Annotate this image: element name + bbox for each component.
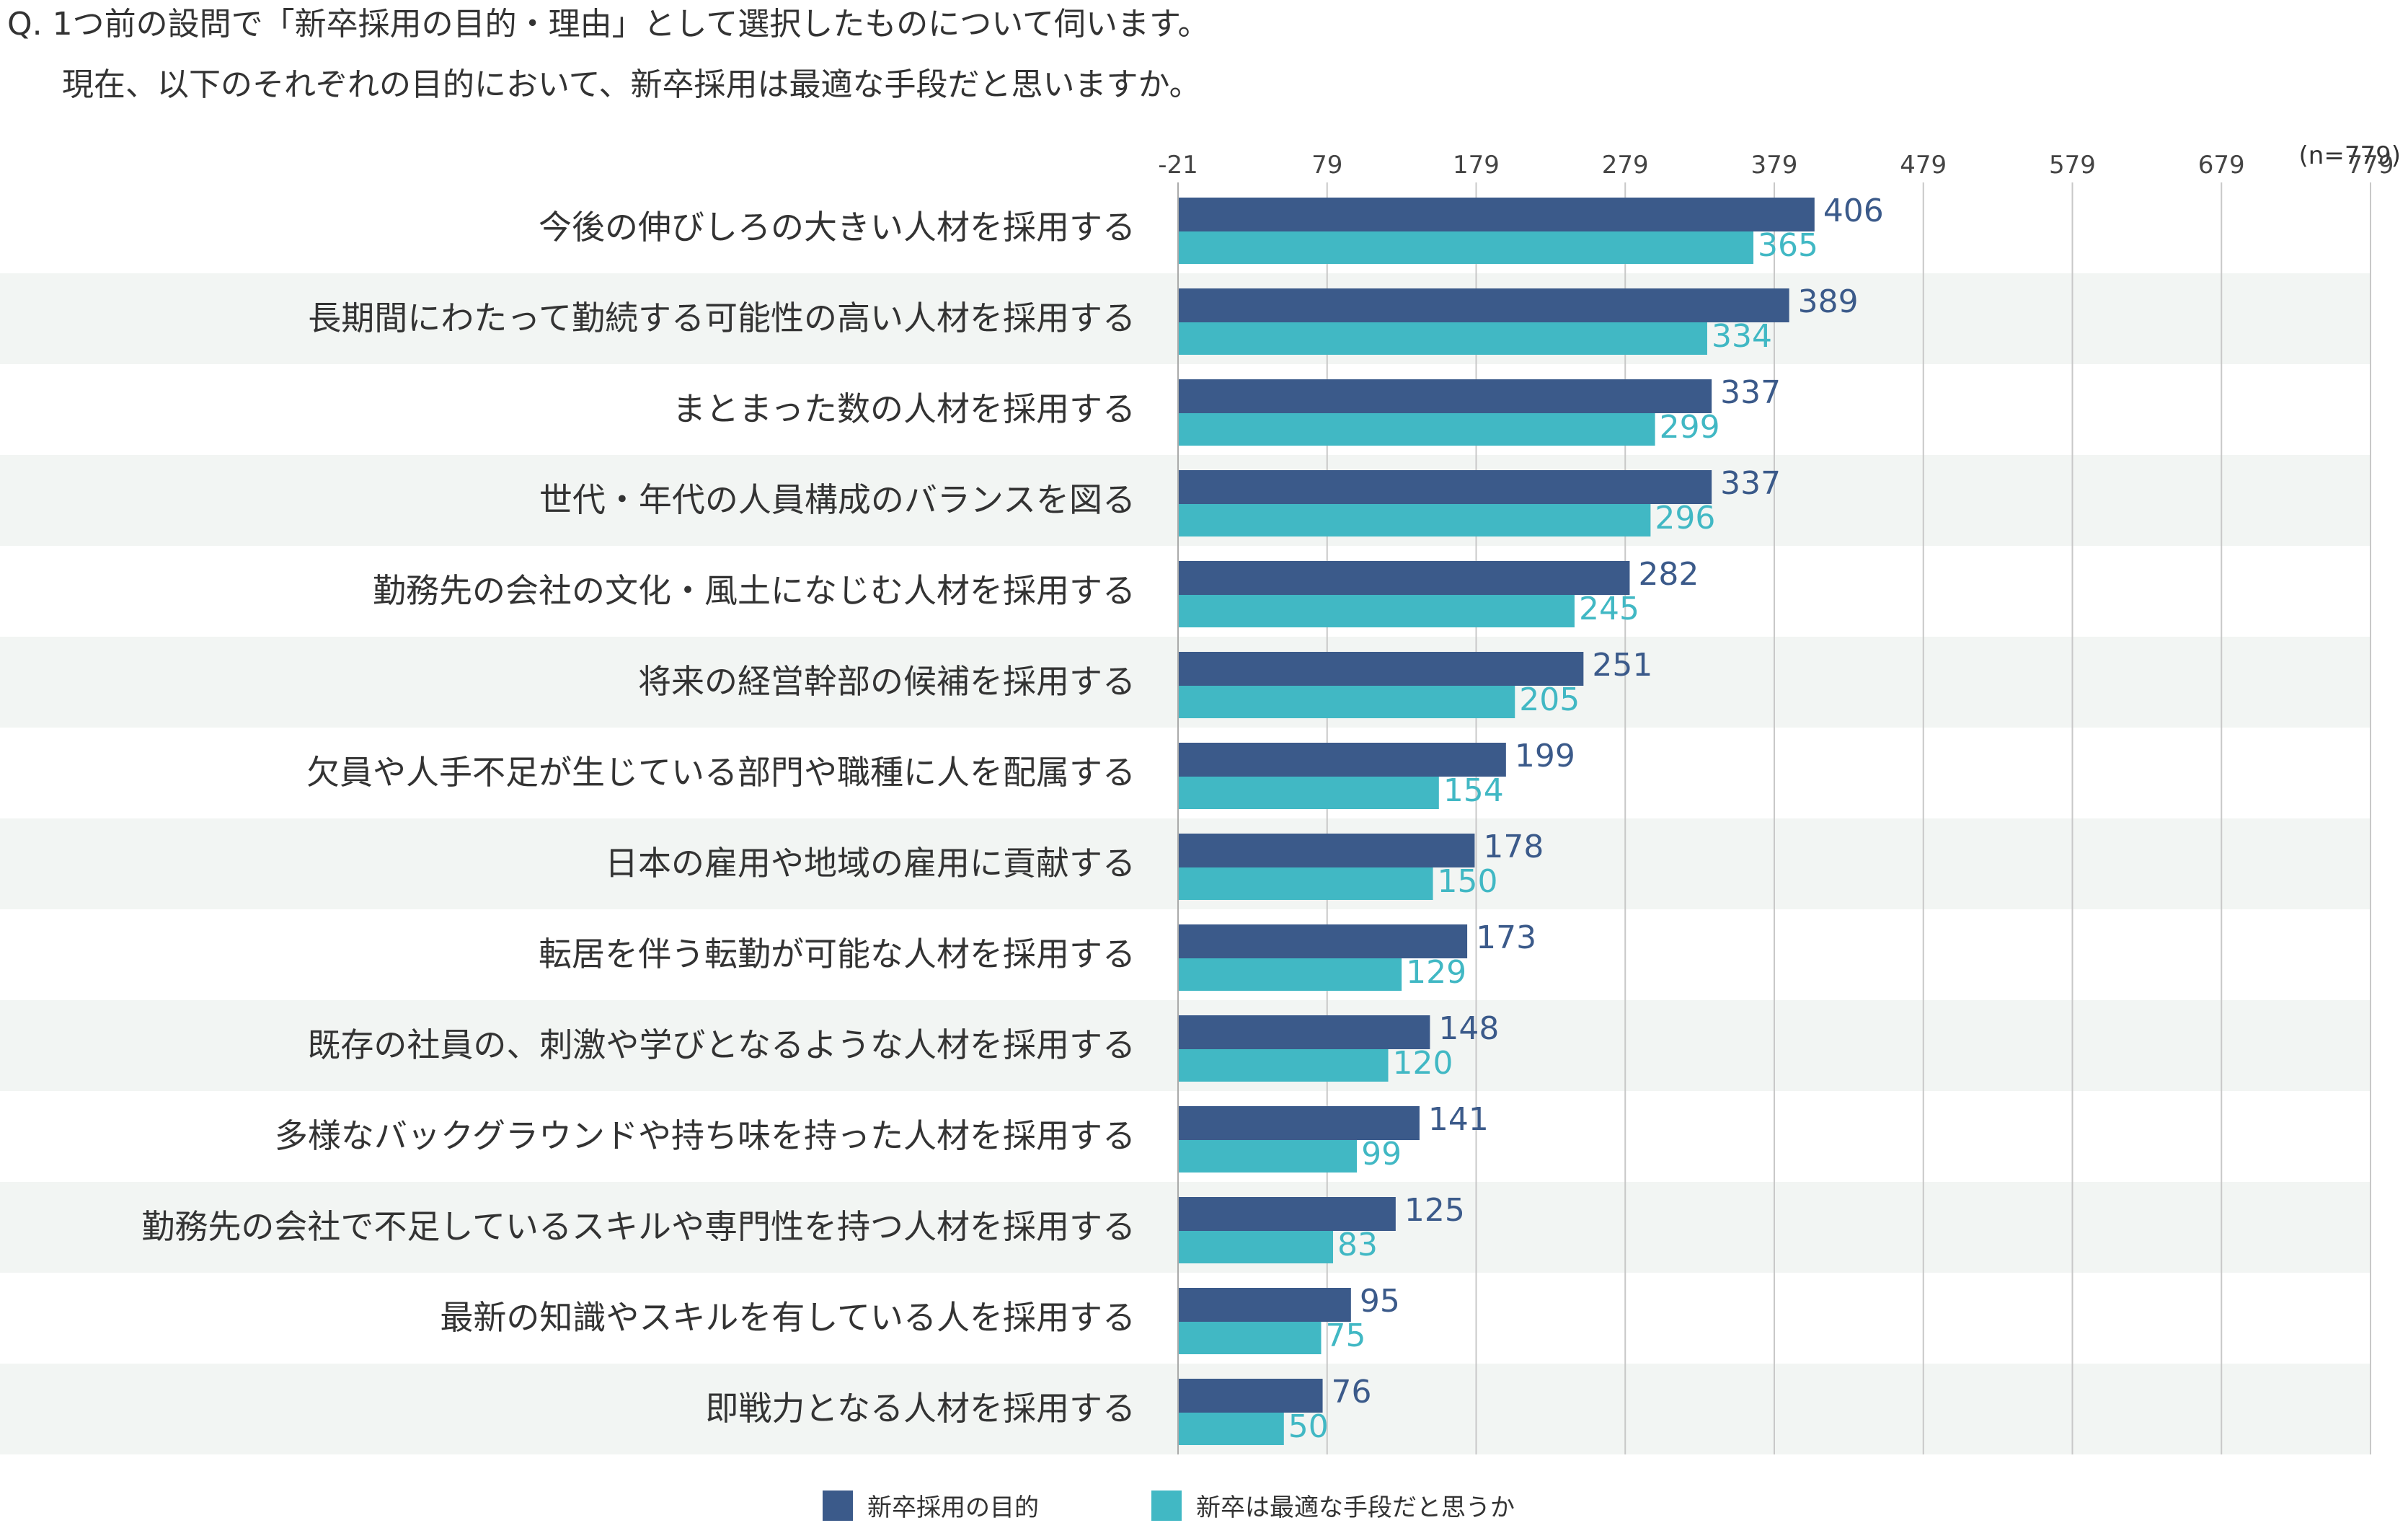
bar-purpose xyxy=(1178,834,1475,867)
value-label-optimal: 50 xyxy=(1288,1408,1329,1445)
bar-optimal xyxy=(1178,322,1707,355)
x-tick-label: 379 xyxy=(1751,151,1798,180)
category-label: 即戦力となる人材を採用する xyxy=(705,1389,1136,1428)
value-label-purpose: 389 xyxy=(1798,283,1859,320)
x-tick-label: 79 xyxy=(1311,151,1342,180)
value-label-optimal: 334 xyxy=(1712,318,1772,355)
category-label: 今後の伸びしろの大きい人材を採用する xyxy=(539,208,1136,247)
category-label: 既存の社員の、刺激や学びとなるような人材を採用する xyxy=(307,1025,1136,1064)
value-label-optimal: 296 xyxy=(1655,500,1715,536)
x-tick-label: 679 xyxy=(2198,151,2245,180)
bar-optimal xyxy=(1178,1413,1284,1445)
bar-optimal xyxy=(1178,1231,1334,1263)
legend-swatch-optimal xyxy=(1151,1490,1182,1521)
value-label-optimal: 154 xyxy=(1443,772,1504,809)
bar-purpose xyxy=(1178,379,1712,413)
category-label: 最新の知識やスキルを有している人を採用する xyxy=(440,1298,1136,1337)
bar-purpose xyxy=(1178,1106,1420,1140)
x-tick-label: 479 xyxy=(1900,151,1947,180)
legend: 新卒採用の目的 xyxy=(823,1488,1039,1523)
category-label: 多様なバックグラウンドや持ち味を持った人材を採用する xyxy=(275,1116,1136,1155)
bar-optimal xyxy=(1178,1322,1322,1354)
value-label-optimal: 245 xyxy=(1579,591,1639,627)
value-label-purpose: 282 xyxy=(1638,556,1699,593)
bar-purpose xyxy=(1178,1015,1430,1049)
value-label-optimal: 75 xyxy=(1325,1317,1365,1354)
bar-optimal xyxy=(1178,595,1575,627)
category-label: 転居を伴う転勤が可能な人材を採用する xyxy=(539,935,1136,973)
bar-optimal xyxy=(1178,958,1402,991)
category-label: 勤務先の会社で不足しているスキルや専門性を持つ人材を採用する xyxy=(141,1207,1136,1246)
value-label-purpose: 173 xyxy=(1476,919,1536,956)
category-label: 勤務先の会社の文化・風土になじむ人材を採用する xyxy=(373,571,1136,610)
bar-purpose xyxy=(1178,561,1630,595)
x-tick-label: 579 xyxy=(2049,151,2096,180)
sample-size-label: (n=779) xyxy=(2298,141,2401,170)
legend-label-purpose: 新卒採用の目的 xyxy=(867,1493,1039,1522)
bar-purpose xyxy=(1178,1288,1351,1322)
legend-swatch-purpose xyxy=(823,1490,853,1521)
bar-purpose xyxy=(1178,198,1815,231)
legend-label-optimal: 新卒は最適な手段だと思うか xyxy=(1196,1493,1515,1522)
x-tick-label: 779 xyxy=(2347,151,2394,180)
value-label-purpose: 95 xyxy=(1360,1283,1400,1320)
category-label: 長期間にわたって勤続する可能性の高い人材を採用する xyxy=(308,299,1136,337)
value-label-optimal: 120 xyxy=(1393,1045,1453,1082)
x-tick-label: 179 xyxy=(1453,151,1500,180)
legend-2: 新卒は最適な手段だと思うか xyxy=(1151,1488,1515,1523)
bar-optimal xyxy=(1178,867,1433,900)
value-label-optimal: 299 xyxy=(1660,409,1720,446)
question-line-2: 現在、以下のそれぞれの目的において、新卒採用は最適な手段だと思いますか。 xyxy=(62,66,1201,103)
bar-optimal xyxy=(1178,231,1754,264)
question-line-1: Q. 1つ前の設問で「新卒採用の目的・理由」として選択したものについて伺います。 xyxy=(7,6,1210,43)
value-label-purpose: 199 xyxy=(1515,738,1575,774)
value-label-purpose: 406 xyxy=(1823,193,1884,229)
value-label-purpose: 337 xyxy=(1720,374,1781,411)
category-label: まとまった数の人材を採用する xyxy=(673,389,1136,428)
bar-purpose xyxy=(1178,743,1506,777)
bar-optimal xyxy=(1178,504,1651,536)
value-label-purpose: 141 xyxy=(1428,1101,1489,1138)
bar-optimal xyxy=(1178,1049,1389,1082)
bar-purpose xyxy=(1178,288,1789,322)
value-label-purpose: 337 xyxy=(1720,465,1781,502)
x-tick-label: -21 xyxy=(1158,151,1198,180)
bar-purpose xyxy=(1178,924,1468,958)
value-label-purpose: 148 xyxy=(1438,1010,1499,1047)
bar-purpose xyxy=(1178,470,1712,504)
bar-purpose xyxy=(1178,652,1584,686)
x-tick-label: 279 xyxy=(1602,151,1649,180)
value-label-purpose: 178 xyxy=(1483,829,1544,865)
value-label-optimal: 129 xyxy=(1406,954,1466,991)
bar-optimal xyxy=(1178,686,1515,718)
category-label: 将来の経営幹部の候補を採用する xyxy=(638,662,1136,701)
value-label-purpose: 251 xyxy=(1592,647,1652,684)
value-label-purpose: 125 xyxy=(1404,1192,1465,1229)
category-label: 欠員や人手不足が生じている部門や職種に人を配属する xyxy=(306,753,1136,792)
value-label-optimal: 205 xyxy=(1519,681,1580,718)
value-label-optimal: 83 xyxy=(1337,1227,1378,1263)
value-label-optimal: 365 xyxy=(1758,227,1818,264)
category-label: 日本の雇用や地域の雇用に貢献する xyxy=(605,844,1136,883)
value-label-optimal: 150 xyxy=(1438,863,1498,900)
category-label: 世代・年代の人員構成のバランスを図る xyxy=(539,480,1136,519)
value-label-optimal: 99 xyxy=(1361,1136,1402,1173)
bar-optimal xyxy=(1178,413,1655,446)
bar-purpose xyxy=(1178,1379,1323,1413)
bar-optimal xyxy=(1178,777,1439,809)
bar-purpose xyxy=(1178,1197,1396,1231)
value-label-purpose: 76 xyxy=(1332,1374,1372,1410)
bar-optimal xyxy=(1178,1140,1358,1173)
